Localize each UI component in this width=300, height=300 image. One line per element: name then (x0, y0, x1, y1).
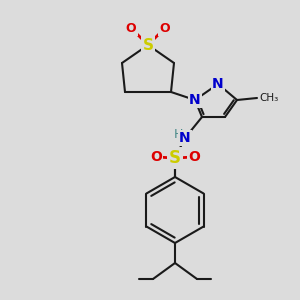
Text: N: N (189, 93, 201, 107)
Text: CH₃: CH₃ (259, 93, 278, 103)
Text: N: N (179, 131, 191, 145)
Text: O: O (160, 22, 170, 34)
Text: N: N (212, 77, 224, 91)
Text: O: O (150, 150, 162, 164)
Text: O: O (188, 150, 200, 164)
Text: S: S (142, 38, 154, 52)
Text: O: O (126, 22, 136, 34)
Text: H: H (173, 128, 183, 140)
Text: S: S (169, 149, 181, 167)
